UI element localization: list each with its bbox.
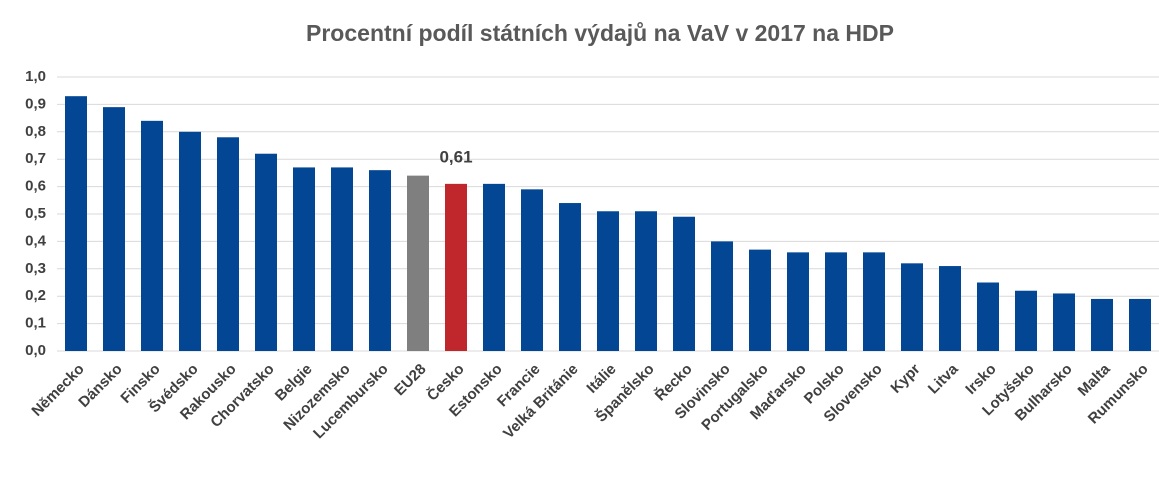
bar: [825, 252, 847, 351]
bar: [559, 203, 581, 351]
bar: [331, 167, 353, 351]
x-tick-label: Německo: [28, 361, 87, 420]
bar: [407, 175, 429, 351]
chart-title: Procentní podíl státních výdajů na VaV v…: [306, 20, 894, 46]
bar: [445, 183, 467, 351]
bar: [217, 137, 239, 351]
bar: [369, 170, 391, 351]
y-tick-label: 0,0: [25, 342, 46, 359]
bar: [103, 107, 125, 351]
bar: [673, 216, 695, 351]
bar: [787, 252, 809, 351]
bar: [749, 249, 771, 351]
bar: [65, 96, 87, 352]
y-tick-label: 0,8: [25, 123, 46, 140]
y-tick-label: 0,9: [25, 95, 46, 112]
bar: [1091, 298, 1113, 351]
bar: [711, 241, 733, 351]
bar: [1129, 298, 1151, 351]
y-tick-label: 0,1: [25, 315, 46, 332]
bar: [141, 120, 163, 351]
y-tick-label: 0,7: [25, 150, 46, 167]
bar: [597, 211, 619, 351]
x-tick-label: Litva: [925, 360, 962, 397]
bar: [1053, 293, 1075, 351]
bar: [255, 153, 277, 351]
y-tick-label: 0,3: [25, 260, 46, 277]
y-tick-label: 0,6: [25, 178, 46, 195]
bar: [977, 282, 999, 351]
x-tick-label: Kypr: [887, 361, 923, 397]
bar: [179, 131, 201, 351]
y-tick-label: 1,0: [25, 68, 46, 85]
bar: [901, 263, 923, 351]
bar: [521, 189, 543, 351]
bar: [635, 211, 657, 351]
y-tick-label: 0,5: [25, 205, 46, 222]
y-tick-label: 0,2: [25, 287, 46, 304]
bar: [483, 183, 505, 351]
data-label: 0,61: [439, 147, 472, 166]
bar: [1015, 290, 1037, 351]
bar: [293, 167, 315, 351]
bar: [863, 252, 885, 351]
bar: [939, 266, 961, 351]
y-tick-label: 0,4: [25, 232, 47, 249]
